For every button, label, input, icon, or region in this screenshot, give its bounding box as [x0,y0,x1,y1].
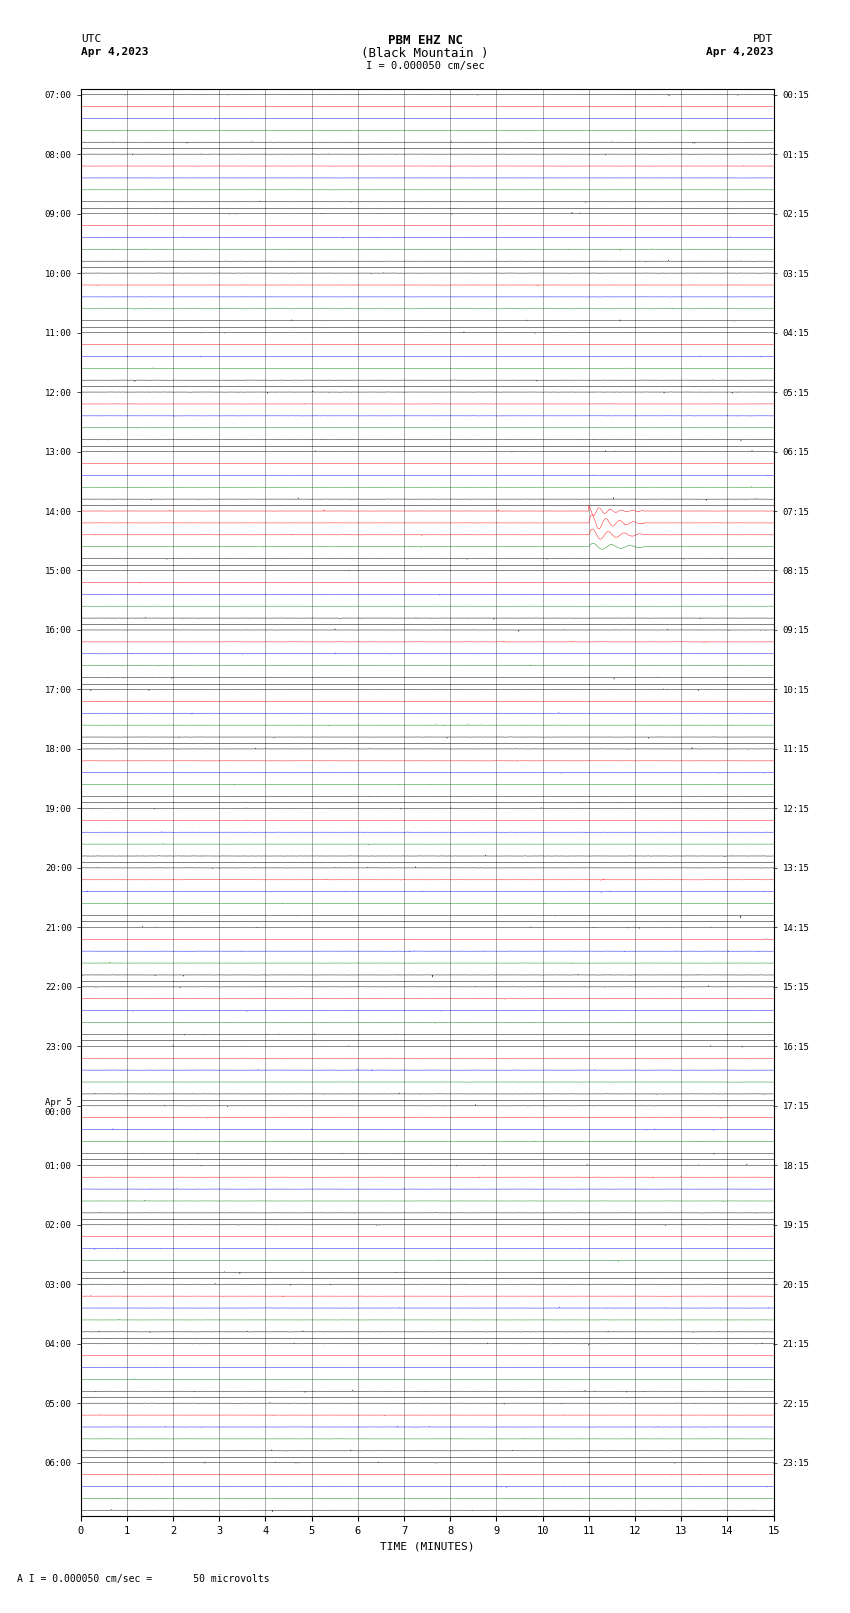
Text: (Black Mountain ): (Black Mountain ) [361,47,489,60]
Text: UTC: UTC [81,34,101,44]
Text: PBM EHZ NC: PBM EHZ NC [388,34,462,47]
X-axis label: TIME (MINUTES): TIME (MINUTES) [380,1542,474,1552]
Text: Apr 4,2023: Apr 4,2023 [81,47,148,56]
Text: Apr 4,2023: Apr 4,2023 [706,47,774,56]
Text: PDT: PDT [753,34,774,44]
Text: A I = 0.000050 cm/sec =       50 microvolts: A I = 0.000050 cm/sec = 50 microvolts [17,1574,269,1584]
Text: I = 0.000050 cm/sec: I = 0.000050 cm/sec [366,61,484,71]
